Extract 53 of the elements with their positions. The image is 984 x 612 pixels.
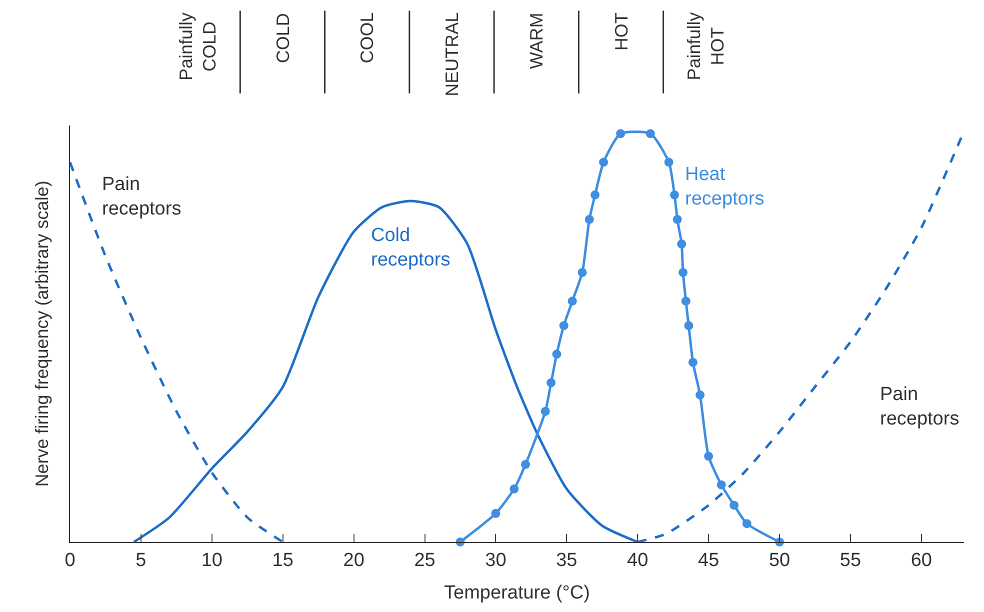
point — [684, 321, 694, 330]
text: COLD — [272, 13, 293, 64]
point — [716, 480, 726, 490]
x-tick-label: 30 — [485, 550, 506, 571]
point — [599, 158, 608, 167]
text: WARM — [526, 12, 547, 70]
x-tick-label: 40 — [627, 550, 648, 571]
x-tick-label: 50 — [768, 550, 790, 571]
point — [510, 484, 519, 494]
y-axis-title: Nerve firing frequency (arbitrary scale) — [32, 180, 52, 487]
point — [704, 452, 714, 461]
point — [552, 350, 562, 359]
text: HOT — [611, 12, 632, 51]
point — [742, 519, 752, 528]
point — [521, 460, 530, 469]
x-tick-label: 10 — [201, 550, 222, 571]
point — [578, 268, 587, 277]
x-tick-label: 0 — [64, 550, 76, 571]
point — [681, 296, 690, 306]
series-label: Pain receptors — [102, 174, 182, 220]
point — [559, 321, 568, 330]
x-tick-label: 5 — [136, 550, 146, 571]
text: NEUTRAL — [442, 12, 462, 96]
x-tick-label: 15 — [272, 550, 294, 571]
point — [491, 508, 500, 518]
text: Pain receptors — [880, 384, 960, 430]
point — [677, 239, 686, 248]
series-label: Heat receptors — [685, 164, 764, 210]
text: Painfully COLD — [176, 12, 220, 81]
text: COOL — [356, 12, 377, 64]
point — [568, 296, 577, 306]
x-axis-title: Temperature (°C) — [444, 582, 590, 604]
point — [590, 190, 600, 200]
text: Painfully HOT — [684, 12, 728, 80]
point — [584, 214, 594, 224]
point — [696, 390, 705, 400]
point — [672, 214, 682, 224]
series-label: Cold receptors — [371, 225, 450, 271]
x-tick-label: 25 — [414, 550, 436, 571]
point — [730, 500, 739, 510]
x-tick-label: 35 — [556, 550, 578, 571]
x-tick-label: 45 — [698, 550, 720, 571]
x-tick-label: 60 — [910, 550, 932, 571]
point — [616, 129, 626, 138]
x-tick-label: 55 — [840, 550, 862, 571]
point — [670, 190, 680, 200]
point — [688, 358, 698, 367]
point — [646, 129, 655, 138]
point — [678, 268, 688, 277]
point — [546, 378, 556, 388]
point — [664, 158, 674, 167]
point — [540, 406, 550, 416]
x-tick-label: 20 — [343, 550, 364, 571]
